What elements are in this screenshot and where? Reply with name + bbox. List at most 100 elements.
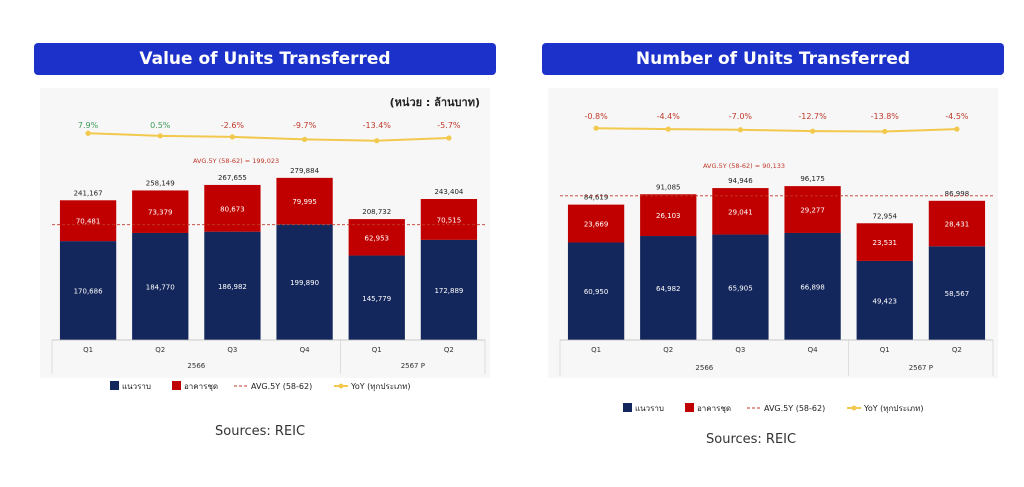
total-label: 243,404	[434, 188, 463, 196]
legend-label: อาคารชุด	[697, 404, 731, 413]
number-chart: 60,950 23,669 84,619 Q1 64,982 26,103 91,085 Q2…	[548, 88, 998, 413]
yoy-point	[665, 126, 671, 132]
unit-label: (หน่วย : ล้านบาท)	[390, 96, 480, 109]
data-label: 64,982	[656, 285, 681, 293]
yoy-point	[374, 138, 380, 144]
yoy-line	[88, 132, 449, 142]
data-label: 172,889	[434, 287, 463, 295]
total-label: 94,946	[728, 177, 753, 185]
total-label: 72,954	[873, 212, 898, 220]
yoy-label: -9.7%	[293, 121, 317, 130]
legend-label: แนวราบ	[122, 382, 151, 391]
yoy-label: -12.7%	[798, 112, 827, 121]
data-label: 145,779	[362, 295, 391, 303]
bar-segment-แนวราบ	[928, 246, 986, 340]
yoy-point	[157, 133, 163, 139]
data-label: 65,905	[728, 284, 753, 292]
x-tick-label: Q4	[808, 346, 819, 354]
total-label: 258,149	[146, 179, 175, 187]
value-chart-panel: Value of Units Transferred (หน่วย : ล้าน…	[30, 0, 500, 487]
number-chart-title: Number of Units Transferred	[542, 43, 1004, 75]
bar-segment-แนวราบ	[420, 239, 478, 340]
data-label: 23,531	[873, 239, 898, 247]
value-chart-source: Sources: REIC	[215, 424, 306, 439]
bar-segment-แนวราบ	[784, 232, 841, 340]
yoy-point	[882, 128, 888, 135]
total-label: 279,884	[290, 167, 319, 175]
yoy-label: 7.9%	[78, 121, 99, 130]
legend-swatch-แนวราบ	[623, 403, 632, 412]
x-tick-label: Q4	[300, 346, 311, 354]
yoy-label: -13.4%	[363, 121, 392, 130]
bar-segment-แนวราบ	[132, 232, 189, 340]
total-label: 208,732	[362, 208, 391, 216]
x-tick-label: Q1	[880, 346, 890, 354]
legend-label: อาคารชุด	[184, 382, 218, 391]
total-label: 86,998	[945, 190, 970, 198]
legend-swatch-อาคารชุด	[685, 403, 694, 412]
x-tick-label: Q2	[952, 346, 962, 354]
total-label: 84,619	[584, 194, 609, 202]
data-label: 62,953	[365, 234, 390, 242]
yoy-label: -4.4%	[657, 112, 681, 121]
data-label: 29,277	[800, 207, 825, 215]
group-label: 2567 P	[401, 362, 425, 370]
legend-swatch-yoy-point	[338, 383, 344, 389]
total-label: 96,175	[800, 175, 825, 183]
data-label: 79,995	[292, 198, 317, 206]
data-label: 60,950	[584, 288, 609, 296]
x-tick-label: Q1	[83, 346, 93, 354]
x-tick-label: Q2	[155, 346, 165, 354]
bar-segment-อาคารชุด	[420, 198, 478, 240]
data-label: 66,898	[800, 283, 825, 291]
yoy-label: -5.7%	[437, 121, 461, 130]
total-label: 267,655	[218, 174, 247, 182]
bar-segment-แนวราบ	[856, 260, 913, 340]
yoy-point	[593, 125, 599, 131]
x-tick-label: Q1	[591, 346, 601, 354]
bar-segment-อาคารชุด	[132, 190, 189, 233]
yoy-point	[301, 136, 308, 142]
bar-segment-แนวราบ	[640, 236, 697, 340]
x-tick-label: Q2	[663, 346, 673, 354]
x-tick-label: Q3	[735, 346, 745, 354]
data-label: 184,770	[146, 283, 175, 291]
bar-segment-อาคารชุด	[784, 186, 841, 233]
yoy-point	[737, 127, 744, 133]
legend-swatch-แนวราบ	[110, 381, 119, 390]
data-label: 170,686	[74, 288, 103, 296]
data-label: 70,481	[76, 218, 101, 226]
yoy-label: 0.5%	[150, 121, 171, 130]
number-chart-panel: Number of Units Transferred 60,950 23,669…	[538, 0, 1008, 487]
bar-segment-แนวราบ	[204, 231, 261, 340]
legend-label: แนวราบ	[635, 404, 664, 413]
bar-segment-แนวราบ	[348, 255, 405, 340]
bar-segment-อาคารชุด	[567, 204, 625, 243]
value-chart: (หน่วย : ล้านบาท) 170,686 70,481 241,167 Q1 1…	[40, 88, 490, 391]
yoy-label: -2.6%	[221, 121, 245, 130]
x-tick-label: Q1	[372, 346, 382, 354]
data-label: 26,103	[656, 212, 681, 220]
data-label: 70,515	[437, 216, 462, 224]
bar-segment-แนวราบ	[276, 224, 333, 340]
yoy-point	[809, 128, 816, 134]
data-label: 23,669	[584, 221, 609, 229]
data-label: 73,379	[148, 209, 173, 217]
x-tick-label: Q2	[444, 346, 454, 354]
group-label: 2566	[187, 362, 205, 370]
yoy-line	[596, 127, 957, 133]
data-label: 186,982	[218, 283, 247, 291]
bar-segment-แนวราบ	[567, 242, 625, 340]
data-label: 28,431	[945, 221, 970, 229]
bar-segment-อาคารชุด	[59, 200, 117, 242]
data-label: 58,567	[945, 290, 970, 298]
avg-label: AVG.5Y (58-62) = 199,023	[193, 157, 279, 165]
total-label: 241,167	[74, 189, 103, 197]
yoy-label: -13.8%	[871, 112, 900, 121]
x-tick-label: Q3	[227, 346, 237, 354]
bar-segment-อาคารชุด	[856, 223, 913, 261]
yoy-label: -7.0%	[729, 112, 753, 121]
bar-segment-อาคารชุด	[276, 177, 333, 225]
bar-segment-แนวราบ	[59, 241, 117, 340]
yoy-label: -0.8%	[584, 112, 608, 121]
